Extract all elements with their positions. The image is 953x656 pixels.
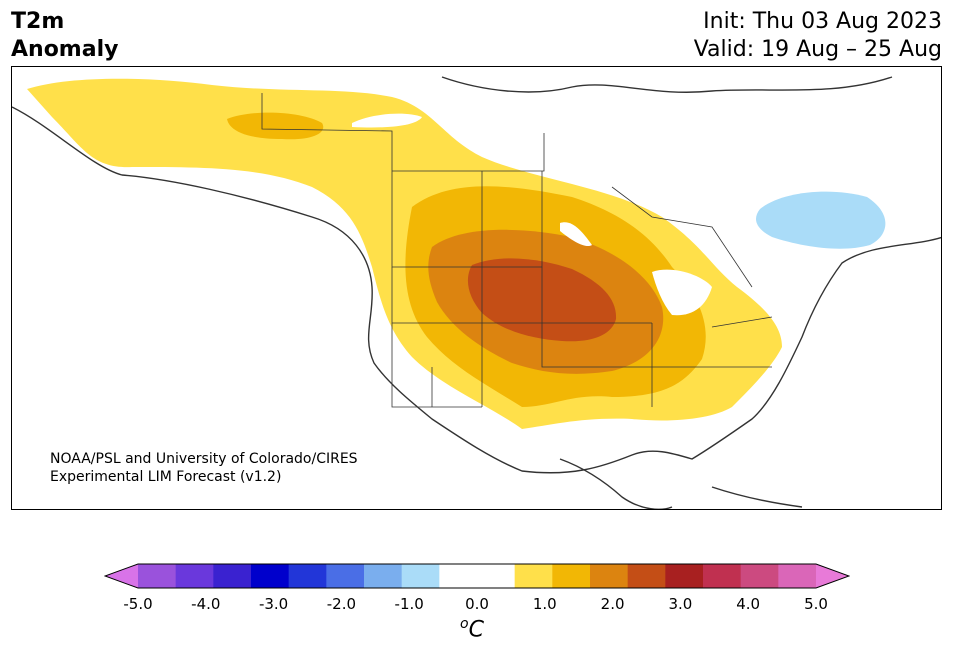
colorbar-cell <box>590 564 629 588</box>
colorbar-tick-label: -2.0 <box>326 595 357 613</box>
colorbar-cell <box>627 564 666 588</box>
colorbar-tick-label: 0.0 <box>465 595 489 613</box>
colorbar-tick-label: -1.0 <box>394 595 424 613</box>
anomaly-map: NOAA/PSL and University of Colorado/CIRE… <box>11 66 942 510</box>
colorbar-tick-label: 2.0 <box>600 595 625 613</box>
colorbar-cell <box>665 564 704 588</box>
valid-range: Valid: 19 Aug – 25 Aug <box>693 37 942 62</box>
title-line-2: Anomaly <box>11 37 119 62</box>
colorbar-outline <box>104 563 850 589</box>
colorbar-cell <box>138 564 177 588</box>
lake-shape <box>560 222 592 247</box>
lake-shape <box>652 269 712 316</box>
map-canvas <box>12 76 941 509</box>
colorbar-cell <box>251 564 290 588</box>
init-date: Init: Thu 03 Aug 2023 <box>703 9 942 34</box>
colorbar-cell <box>105 564 138 588</box>
anomaly-region-mid-north <box>227 112 324 140</box>
state-borders <box>261 93 773 408</box>
colorbar-cell <box>552 564 591 588</box>
anomaly-region-cool <box>756 191 886 249</box>
colorbar-tick-label: -5.0 <box>123 595 153 613</box>
colorbar-cell <box>778 564 817 588</box>
colorbar-cell <box>477 564 516 588</box>
colorbar-cell <box>213 564 252 588</box>
credit-line-1: NOAA/PSL and University of Colorado/CIRE… <box>50 451 358 467</box>
credit-line-2: Experimental LIM Forecast (v1.2) <box>50 469 282 485</box>
colorbar-cell <box>514 564 553 588</box>
map-title: T2m Anomaly <box>11 8 118 64</box>
colorbar-cell <box>703 564 742 588</box>
colorbar <box>104 563 850 589</box>
map-credit: NOAA/PSL and University of Colorado/CIRE… <box>50 450 358 486</box>
colorbar-cell <box>439 564 478 588</box>
coastline <box>12 76 941 509</box>
colorbar-tick-label: 5.0 <box>804 595 828 613</box>
colorbar-unit: oC <box>460 616 484 643</box>
colorbar-ticks: -5.0 -4.0 -3.0 -2.0 -1.0 0.0 1.0 2.0 3.0 4.0 5.0 <box>0 595 953 615</box>
colorbar-cell <box>326 564 365 588</box>
colorbar-cell <box>740 564 779 588</box>
colorbar-tick-label: -4.0 <box>191 595 221 613</box>
forecast-dates: Init: Thu 03 Aug 2023 Valid: 19 Aug – 25… <box>694 8 942 64</box>
colorbar-cell <box>288 564 327 588</box>
colorbar-cell <box>816 564 849 588</box>
colorbar-tick-label: 1.0 <box>532 595 557 613</box>
title-line-1: T2m <box>11 9 65 34</box>
colorbar-cell <box>364 564 403 588</box>
colorbar-tick-label: -3.0 <box>258 595 289 613</box>
colorbar-cell <box>175 564 214 588</box>
colorbar-cell <box>401 564 440 588</box>
colorbar-tick-label: 4.0 <box>736 595 761 613</box>
lake-shape <box>352 113 422 128</box>
colorbar-tick-label: 3.0 <box>668 595 693 613</box>
